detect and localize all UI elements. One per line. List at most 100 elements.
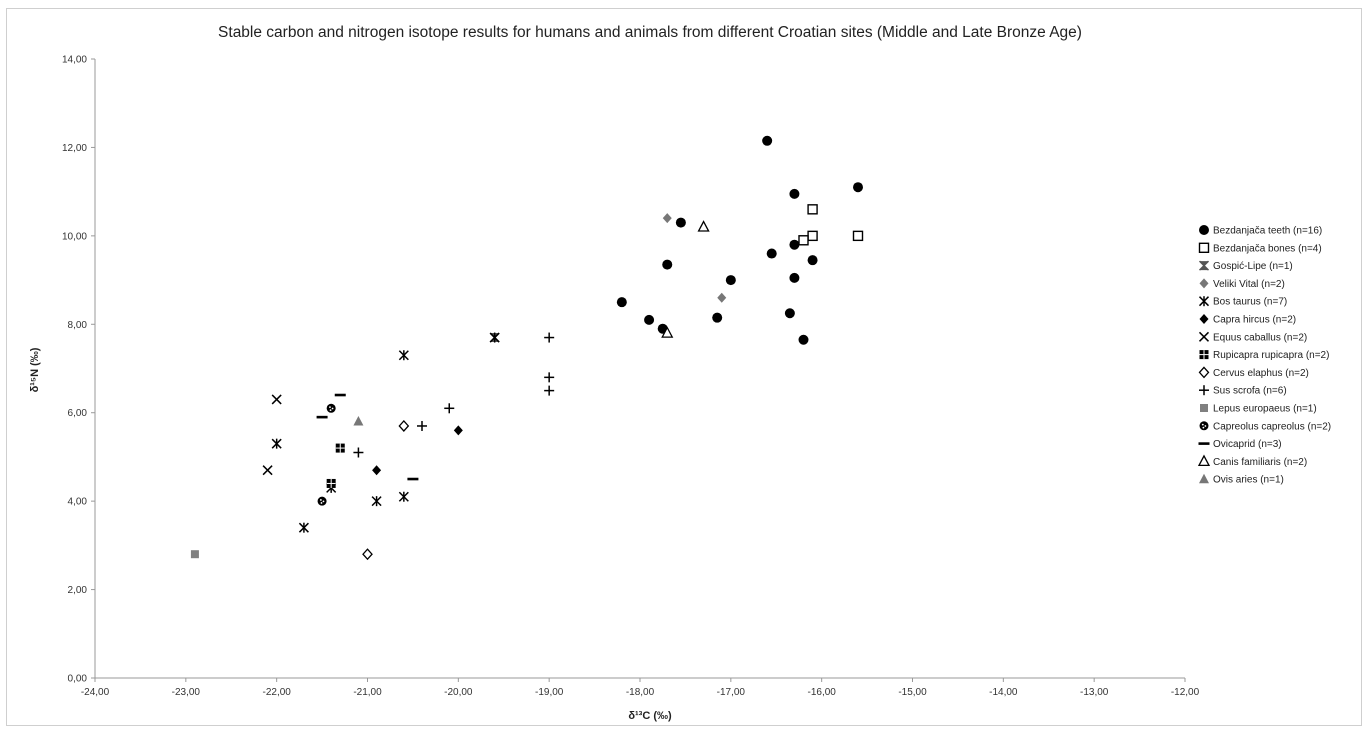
data-point — [853, 182, 863, 193]
data-point — [807, 255, 818, 266]
legend-label: Ovis aries (n=1) — [1213, 475, 1284, 486]
data-point — [353, 447, 364, 458]
legend-item: Sus scrofa (n=6) — [1199, 385, 1287, 397]
data-point — [662, 259, 673, 270]
series-0 — [616, 135, 863, 345]
legend-marker — [1198, 296, 1210, 307]
data-point — [398, 350, 409, 361]
legend-marker — [1199, 278, 1209, 289]
data-point — [190, 550, 199, 559]
data-point — [807, 204, 818, 215]
legend-label: Gospić-Lipe (n=1) — [1213, 261, 1293, 272]
data-point — [789, 239, 800, 250]
data-point — [335, 443, 345, 453]
series-7 — [326, 443, 345, 488]
y-tick-label: 2,00 — [68, 585, 88, 596]
legend-item: Ovis aries (n=1) — [1199, 473, 1284, 486]
series-11 — [317, 403, 336, 506]
x-tick-label: -14,00 — [989, 687, 1018, 698]
x-tick-label: -13,00 — [1080, 687, 1109, 698]
data-point — [298, 522, 309, 533]
legend-item: Cervus elaphus (n=2) — [1198, 366, 1309, 379]
data-point — [789, 188, 800, 199]
data-point — [712, 312, 723, 323]
data-point — [372, 465, 382, 476]
y-tick-label: 4,00 — [68, 497, 88, 508]
data-point — [544, 385, 555, 396]
data-point — [316, 415, 328, 419]
data-point — [852, 230, 864, 242]
data-point — [762, 135, 773, 146]
data-point — [766, 248, 777, 259]
y-axis-title: δ¹⁵N (‰) — [29, 347, 41, 392]
data-point — [725, 275, 736, 286]
legend-item: Gospić-Lipe (n=1) — [1198, 260, 1293, 272]
x-tick-label: -21,00 — [353, 687, 382, 698]
legend-label: Cervus elaphus (n=2) — [1213, 368, 1309, 379]
series-5 — [372, 425, 463, 476]
data-point — [798, 334, 809, 345]
y-tick-label: 14,00 — [62, 55, 87, 66]
legend-marker — [1197, 454, 1211, 467]
data-point — [675, 217, 686, 228]
data-point — [544, 332, 555, 343]
legend-item: Rupicapra rupicapra (n=2) — [1199, 350, 1329, 361]
legend-item: Bezdanjača teeth (n=16) — [1199, 225, 1322, 237]
legend-marker — [1199, 350, 1209, 360]
legend-marker — [1200, 404, 1208, 412]
x-tick-label: -23,00 — [172, 687, 201, 698]
legend-label: Canis familiaris (n=2) — [1213, 457, 1307, 468]
y-tick-label: 12,00 — [62, 143, 87, 154]
legend-item: Ovicaprid (n=3) — [1198, 439, 1282, 450]
y-tick-label: 10,00 — [62, 231, 87, 242]
x-tick-label: -16,00 — [807, 687, 836, 698]
legend-label: Capra hircus (n=2) — [1213, 315, 1296, 326]
legend-marker — [1199, 421, 1209, 431]
legend-item: Capra hircus (n=2) — [1199, 314, 1296, 326]
data-point — [398, 491, 409, 502]
legend-marker — [1198, 260, 1210, 271]
legend-label: Bos taurus (n=7) — [1213, 297, 1287, 308]
data-point — [661, 326, 674, 338]
x-tick-label: -22,00 — [262, 687, 291, 698]
data-point — [807, 230, 818, 242]
data-point — [407, 477, 419, 481]
series-4 — [271, 332, 500, 533]
data-point — [326, 403, 336, 413]
x-axis-title: δ¹³C (‰) — [628, 710, 672, 722]
data-points — [190, 135, 864, 561]
series-14 — [353, 416, 364, 426]
data-point — [353, 416, 364, 426]
series-8 — [362, 420, 410, 561]
series-10 — [190, 550, 199, 559]
data-point — [417, 420, 427, 431]
legend-item: Veliki Vital (n=2) — [1199, 278, 1285, 290]
legend-marker — [1199, 385, 1209, 396]
legend-label: Rupicapra rupicapra (n=2) — [1213, 350, 1329, 361]
legend-label: Equus caballus (n=2) — [1213, 332, 1307, 343]
data-point — [362, 548, 373, 561]
legend-label: Sus scrofa (n=6) — [1213, 386, 1287, 397]
y-tick-label: 0,00 — [68, 674, 88, 685]
data-point — [662, 213, 672, 224]
data-point — [317, 496, 327, 506]
legend-label: Bezdanjača teeth (n=16) — [1213, 226, 1322, 237]
legend-marker — [1198, 442, 1210, 445]
data-point — [398, 420, 410, 432]
legend-label: Bezdanjača bones (n=4) — [1213, 243, 1322, 254]
data-point — [371, 496, 382, 507]
legend-label: Capreolus capreolus (n=2) — [1213, 421, 1331, 432]
legend-label: Veliki Vital (n=2) — [1213, 279, 1285, 290]
x-tick-label: -12,00 — [1171, 687, 1200, 698]
series-12 — [316, 393, 419, 481]
legend-label: Ovicaprid (n=3) — [1213, 439, 1282, 450]
x-tick-label: -15,00 — [898, 687, 927, 698]
data-point — [453, 425, 463, 436]
legend: Bezdanjača teeth (n=16) Bezdanjača bones … — [1197, 225, 1331, 486]
legend-label: Lepus europaeus (n=1) — [1213, 404, 1317, 415]
x-tick-label: -19,00 — [535, 687, 564, 698]
legend-marker — [1198, 242, 1210, 254]
x-tick-label: -17,00 — [717, 687, 746, 698]
legend-marker — [1199, 225, 1209, 235]
